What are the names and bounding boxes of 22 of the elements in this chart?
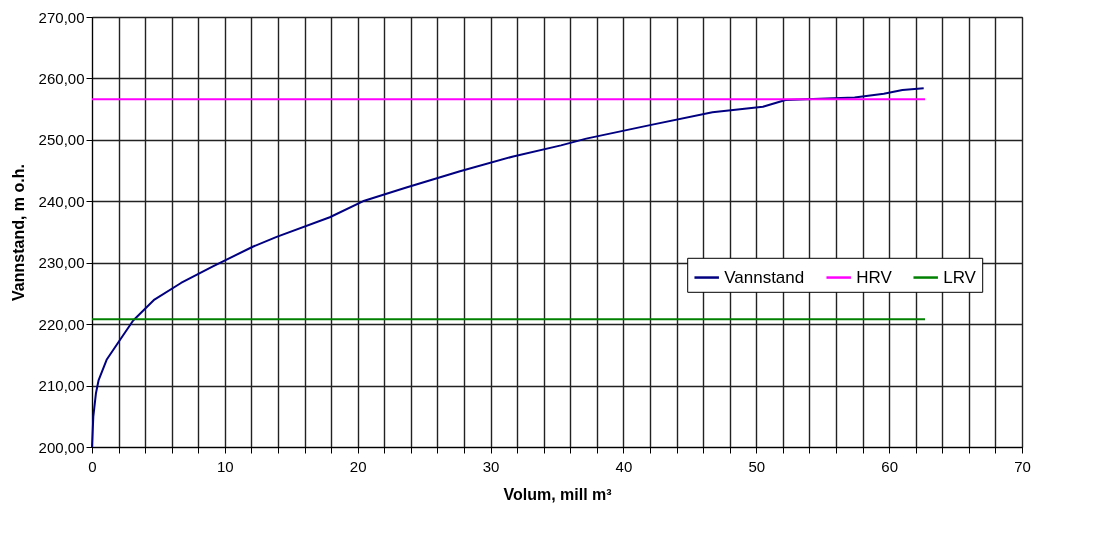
- x-axis-title: Volum, mill m³: [503, 485, 612, 503]
- y-axis-title: Vannstand, m o.h.: [9, 164, 27, 301]
- y-tick-label: 230,00: [38, 254, 85, 272]
- y-tick-label: 270,00: [38, 8, 85, 26]
- x-tick-label: 20: [349, 457, 367, 475]
- y-tick-label: 250,00: [38, 131, 85, 149]
- legend-label: LRV: [943, 267, 977, 287]
- y-tick-label: 240,00: [38, 192, 85, 210]
- x-tick-label: 60: [881, 457, 898, 475]
- legend-label: HRV: [856, 267, 893, 287]
- x-tick-label: 10: [217, 457, 234, 475]
- x-tick-label: 50: [748, 457, 766, 475]
- x-tick-label: 70: [1014, 457, 1031, 475]
- y-tick-label: 260,00: [38, 69, 85, 87]
- y-tick-label: 220,00: [38, 315, 85, 333]
- line-series: [91, 87, 925, 448]
- x-tick-label: 0: [88, 457, 97, 475]
- x-tick-label: 30: [482, 457, 500, 475]
- y-tick-label: 210,00: [38, 377, 85, 395]
- x-tick-label: 40: [615, 457, 633, 475]
- y-tick-label: 200,00: [38, 438, 85, 456]
- legend-label: Vannstand: [724, 267, 805, 287]
